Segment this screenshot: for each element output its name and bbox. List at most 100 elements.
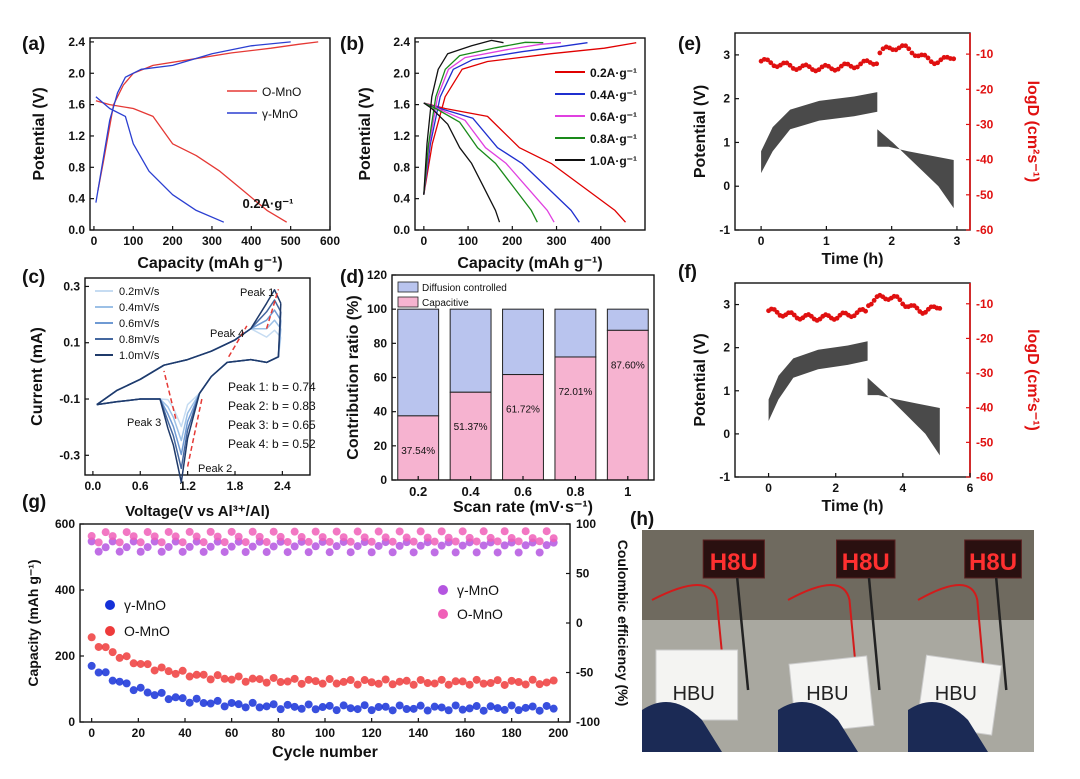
panel-f-ytick-label: 3	[723, 298, 730, 312]
led-display-text: H8U	[710, 549, 758, 576]
panel-g-point	[458, 677, 467, 686]
panel-c-ytick-label: 0.3	[63, 279, 80, 293]
panel-g-point	[213, 696, 222, 705]
panel-b-xtick-label: 100	[458, 234, 478, 248]
panel-g-point	[227, 542, 236, 551]
panel-f-y2tick-label: -60	[976, 470, 994, 484]
panel-d-bar-capacitive	[397, 415, 440, 481]
panel-g-point	[500, 680, 509, 689]
panel-g-point	[346, 537, 355, 546]
panel-b-discharge-line	[423, 102, 538, 223]
panel-g-point	[381, 533, 390, 542]
panel-g-point	[87, 661, 96, 670]
panel-a-frame	[89, 37, 331, 231]
panel-g-point	[437, 703, 446, 712]
gitt-logd-point	[868, 301, 874, 307]
panel-g-point	[185, 698, 194, 707]
panel-g-point	[290, 674, 299, 683]
panel-d-legend-label: Capacitive	[422, 298, 469, 309]
panel-a-legend-label: γ-MnO2	[262, 107, 298, 121]
panel-b-xtick-label: 300	[547, 234, 567, 248]
panel-b-legend-label: 0.8A·g⁻¹	[590, 132, 637, 146]
panel-g-xtick-label: 140	[408, 726, 428, 740]
panel-g-point	[395, 677, 404, 686]
panel-g-point	[465, 704, 474, 713]
panel-g-point	[234, 672, 243, 681]
panel-g-point	[185, 672, 194, 681]
panel-a-xtick-label: 200	[163, 234, 183, 248]
panel-g-point	[549, 704, 558, 713]
panel-b-xtick-label: 200	[502, 234, 522, 248]
panel-g-point	[353, 542, 362, 551]
panel-g-point	[486, 702, 495, 711]
panel-g-point	[409, 704, 418, 713]
gitt-logd-point	[851, 313, 857, 319]
panel-a-ytick-label: 1.2	[68, 129, 85, 143]
panel-b-legend-label: 0.2A·g⁻¹	[590, 66, 637, 80]
panel-g-point	[416, 675, 425, 684]
black-wire	[994, 577, 1008, 691]
panel-g-point	[507, 534, 516, 543]
panel-e-y2tick-label: -60	[976, 223, 994, 237]
panel-g-point	[318, 533, 327, 542]
panel-g-point	[402, 676, 411, 685]
panel-g-y2tick-label: -100	[576, 715, 600, 729]
panel-c-bvalue: Peak 1: b = 0.74	[228, 380, 316, 394]
panel-e-y2tick-label: -30	[976, 117, 994, 131]
panel-c-xtick-label: 1.2	[179, 479, 196, 493]
panel-g-point	[248, 542, 257, 551]
panel-g-point	[255, 703, 264, 712]
panel-b-ylabel: Potential (V)	[357, 87, 374, 180]
gitt-logd-point	[871, 298, 877, 303]
panel-label: (b)	[340, 34, 364, 55]
panel-d-ytick-label: 60	[374, 371, 388, 385]
panel-g-point	[157, 663, 166, 672]
panel-b-discharge-line	[423, 102, 580, 223]
panel-g-point	[283, 548, 292, 557]
led-display	[836, 539, 896, 579]
gitt-logd-point	[897, 297, 903, 303]
panel-g-legend-marker	[105, 626, 115, 636]
gitt-logd-point	[774, 309, 780, 315]
panel-g-point	[318, 703, 327, 712]
panel-g-point	[185, 527, 194, 536]
panel-e-xlabel: Time (h)	[822, 251, 884, 268]
panel-c-frame	[84, 277, 311, 476]
panel-f-ytick-label: 2	[723, 341, 730, 355]
panel-g-point	[542, 678, 551, 687]
panel-g-point	[423, 679, 432, 688]
panel-g-point	[486, 678, 495, 687]
panel-g-point	[283, 700, 292, 709]
led-display-text: H8U	[969, 549, 1017, 576]
panel-g-point	[220, 547, 229, 556]
panel-g-point	[304, 548, 313, 557]
panel-g-point	[122, 652, 131, 661]
panel-a-xlabel: Capacity (mAh g⁻¹)	[137, 255, 282, 272]
panel-g-point	[136, 683, 145, 692]
panel-g-point	[129, 532, 138, 541]
led-display	[702, 539, 765, 579]
gitt-logd-point	[806, 64, 812, 70]
panel-a-ytick-label: 1.6	[68, 98, 85, 112]
panel-g-point	[395, 701, 404, 710]
panel-g-point	[367, 678, 376, 687]
panel-a-discharge-line	[95, 96, 225, 223]
panel-c-peak-label: Peak 2	[198, 463, 232, 475]
panel-g-legend-label: Ov-MnO2	[124, 623, 170, 639]
panel-e-ytick-label: -1	[719, 223, 730, 237]
panel-c-ytick-label: -0.3	[59, 448, 80, 462]
panel-g-point	[451, 701, 460, 710]
panel-g-point	[171, 532, 180, 541]
gitt-logd-point	[834, 315, 840, 321]
panel-g-point	[409, 680, 418, 689]
panel-c-peak-trend	[228, 325, 248, 358]
panel-g-point	[241, 538, 250, 547]
gitt-logd-point	[826, 63, 831, 69]
panel-g-point	[220, 674, 229, 683]
panel-f-xtick-label: 2	[832, 481, 839, 495]
panel-a-xtick-label: 100	[123, 234, 143, 248]
panel-g-point	[108, 648, 117, 657]
panel-g-point	[416, 527, 425, 536]
panel-g-point	[381, 702, 390, 711]
panel-c-bvalue: Peak 2: b = 0.83	[228, 399, 316, 413]
